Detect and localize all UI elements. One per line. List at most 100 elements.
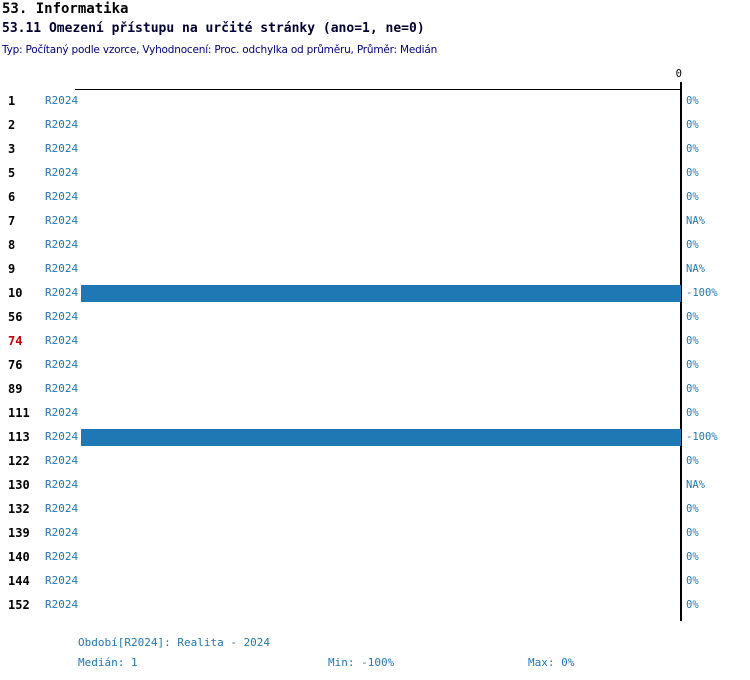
- row-id-label: 130: [8, 478, 30, 492]
- row-series-link[interactable]: R2024: [45, 286, 79, 299]
- row-value-label: 0%: [686, 455, 699, 467]
- row-series-link[interactable]: R2024: [45, 406, 79, 419]
- row-id-label: 113: [8, 430, 30, 444]
- row-id-label: 2: [8, 118, 16, 132]
- chart-row: 152 R2024 0%: [0, 593, 750, 617]
- footer-min-label: Min: -100%: [328, 656, 395, 669]
- row-series-link[interactable]: R2024: [45, 118, 79, 131]
- row-series-link[interactable]: R2024: [45, 574, 79, 587]
- chart-row: 7 R2024 NA%: [0, 209, 750, 233]
- page-title: 53. Informatika: [2, 1, 129, 17]
- row-id-label: 76: [8, 358, 23, 372]
- row-id-label: 132: [8, 502, 30, 516]
- chart-row: 8 R2024 0%: [0, 233, 750, 257]
- row-value-label: 0%: [686, 383, 699, 395]
- row-series-link[interactable]: R2024: [45, 142, 79, 155]
- row-id-label: 74: [8, 334, 23, 348]
- row-value-label: 0%: [686, 359, 699, 371]
- zero-axis-line: [680, 82, 682, 621]
- row-value-label: 0%: [686, 311, 699, 323]
- row-series-link[interactable]: R2024: [45, 262, 79, 275]
- row-value-label: 0%: [686, 119, 699, 131]
- row-id-label: 10: [8, 286, 23, 300]
- row-id-label: 139: [8, 526, 30, 540]
- chart-meta-line: Typ: Počítaný podle vzorce, Vyhodnocení:…: [2, 44, 438, 56]
- page-subtitle: 53.11 Omezení přístupu na určité stránky…: [2, 21, 425, 36]
- row-series-link[interactable]: R2024: [45, 166, 79, 179]
- row-id-label: 1: [8, 94, 16, 108]
- chart-row: 140 R2024 0%: [0, 545, 750, 569]
- row-value-label: 0%: [686, 143, 699, 155]
- chart-row: 3 R2024 0%: [0, 137, 750, 161]
- row-value-label: -100%: [686, 431, 718, 443]
- row-id-label: 9: [8, 262, 16, 276]
- row-value-label: -100%: [686, 287, 718, 299]
- row-value-label: 0%: [686, 95, 699, 107]
- row-series-link[interactable]: R2024: [45, 550, 79, 563]
- row-series-link[interactable]: R2024: [45, 310, 79, 323]
- row-id-label: 122: [8, 454, 30, 468]
- chart-row: 122 R2024 0%: [0, 449, 750, 473]
- row-series-link[interactable]: R2024: [45, 94, 79, 107]
- row-value-label: 0%: [686, 599, 699, 611]
- row-id-label: 56: [8, 310, 23, 324]
- chart-row: 2 R2024 0%: [0, 113, 750, 137]
- row-series-link[interactable]: R2024: [45, 334, 79, 347]
- row-value-label: 0%: [686, 527, 699, 539]
- chart-row: 5 R2024 0%: [0, 161, 750, 185]
- row-series-link[interactable]: R2024: [45, 358, 79, 371]
- chart-row: 113 R2024 -100%: [0, 425, 750, 449]
- row-value-label: NA%: [686, 479, 705, 491]
- row-value-label: 0%: [686, 407, 699, 419]
- chart-row: 6 R2024 0%: [0, 185, 750, 209]
- row-series-link[interactable]: R2024: [45, 382, 79, 395]
- row-value-label: 0%: [686, 167, 699, 179]
- row-series-link[interactable]: R2024: [45, 478, 79, 491]
- row-value-label: 0%: [686, 335, 699, 347]
- chart-top-gridline: [75, 89, 682, 90]
- chart-row: 130 R2024 NA%: [0, 473, 750, 497]
- row-id-label: 7: [8, 214, 16, 228]
- row-id-label: 89: [8, 382, 23, 396]
- chart-row: 89 R2024 0%: [0, 377, 750, 401]
- row-id-label: 3: [8, 142, 16, 156]
- footer-max-label: Max: 0%: [528, 656, 575, 669]
- row-series-link[interactable]: R2024: [45, 238, 79, 251]
- row-value-label: 0%: [686, 575, 699, 587]
- chart-row: 9 R2024 NA%: [0, 257, 750, 281]
- row-id-label: 144: [8, 574, 30, 588]
- row-series-link[interactable]: R2024: [45, 526, 79, 539]
- row-series-link[interactable]: R2024: [45, 190, 79, 203]
- row-series-link[interactable]: R2024: [45, 454, 79, 467]
- chart-row: 74 R2024 0%: [0, 329, 750, 353]
- chart-row: 10 R2024 -100%: [0, 281, 750, 305]
- chart-row: 76 R2024 0%: [0, 353, 750, 377]
- chart-row: 111 R2024 0%: [0, 401, 750, 425]
- row-series-link[interactable]: R2024: [45, 502, 79, 515]
- row-series-link[interactable]: R2024: [45, 214, 79, 227]
- row-id-label: 152: [8, 598, 30, 612]
- bar: [81, 285, 681, 302]
- row-value-label: 0%: [686, 239, 699, 251]
- row-series-link[interactable]: R2024: [45, 430, 79, 443]
- chart-rows-container: 1 R2024 0% 2 R2024 0% 3 R2024 0% 5 R2024 0% 6 R2024 0%…: [0, 89, 750, 617]
- footer-median-label: Medián: 1: [78, 656, 138, 669]
- chart-row: 139 R2024 0%: [0, 521, 750, 545]
- row-id-label: 8: [8, 238, 16, 252]
- chart-row: 56 R2024 0%: [0, 305, 750, 329]
- bar: [81, 429, 681, 446]
- row-value-label: 0%: [686, 191, 699, 203]
- row-id-label: 111: [8, 406, 30, 420]
- chart-row: 144 R2024 0%: [0, 569, 750, 593]
- row-series-link[interactable]: R2024: [45, 598, 79, 611]
- chart-row: 1 R2024 0%: [0, 89, 750, 113]
- row-id-label: 5: [8, 166, 16, 180]
- zero-axis-tick-label: 0: [675, 68, 682, 80]
- row-id-label: 140: [8, 550, 30, 564]
- row-value-label: 0%: [686, 551, 699, 563]
- chart-row: 132 R2024 0%: [0, 497, 750, 521]
- row-value-label: NA%: [686, 263, 705, 275]
- footer-period-label: Období[R2024]: Realita - 2024: [78, 636, 271, 649]
